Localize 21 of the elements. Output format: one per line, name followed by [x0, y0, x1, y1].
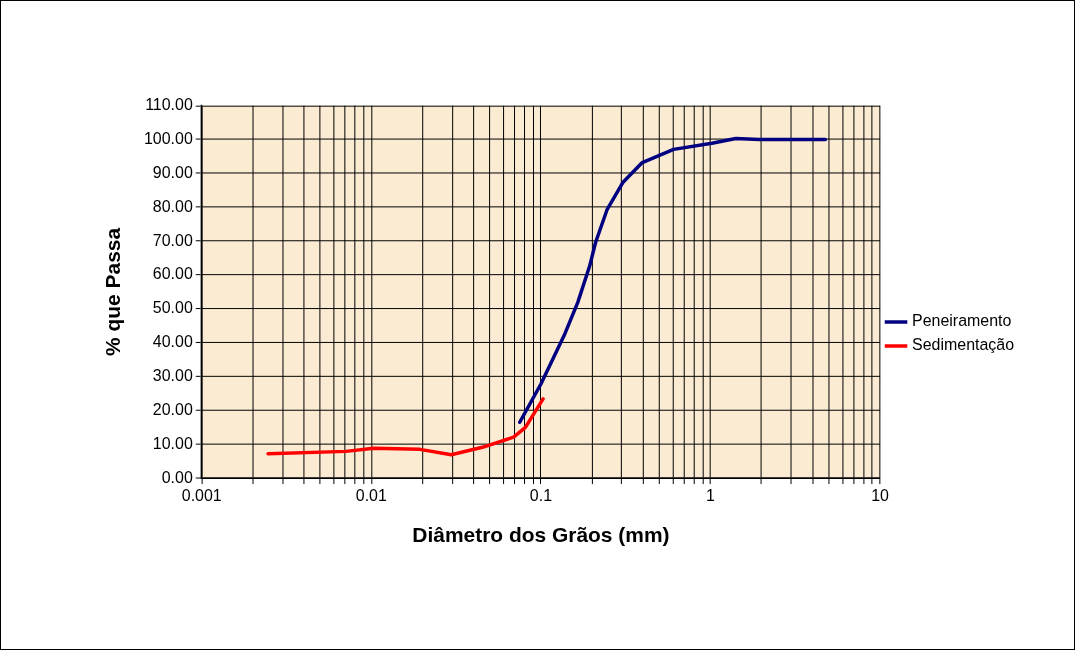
y-tick-label: 70.00	[152, 231, 193, 249]
y-tick-label: 80.00	[152, 197, 193, 215]
y-tick-label: 100.00	[143, 129, 193, 147]
y-tick-label: 20.00	[152, 400, 193, 418]
y-tick-label: 90.00	[152, 163, 193, 181]
x-tick-label: 0.1	[529, 487, 553, 505]
legend-label: Peneiramento	[912, 312, 1012, 330]
y-tick-label: 0.00	[161, 468, 193, 486]
x-axis-title: Diâmetro dos Grãos (mm)	[412, 522, 670, 546]
x-tick-label: 0.001	[181, 487, 222, 505]
y-tick-label: 40.00	[152, 333, 193, 351]
y-axis-title: % que Passa	[101, 227, 125, 356]
y-tick-label: 50.00	[152, 299, 193, 317]
y-tick-label: 110.00	[145, 96, 193, 114]
x-tick-label: 10	[871, 487, 890, 505]
legend-label: Sedimentação	[912, 336, 1015, 354]
x-tick-label: 1	[706, 487, 716, 505]
y-tick-label: 60.00	[152, 265, 193, 283]
y-tick-label: 10.00	[152, 434, 193, 452]
x-tick-label: 0.01	[355, 487, 387, 505]
y-tick-label: 30.00	[152, 366, 193, 384]
